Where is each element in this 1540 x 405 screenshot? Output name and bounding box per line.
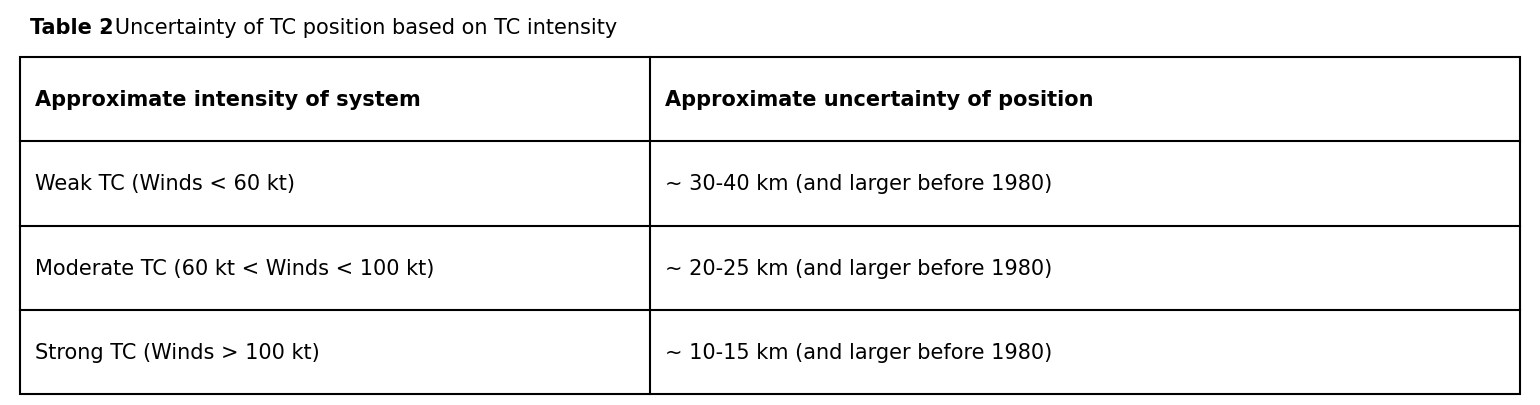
Text: Weak TC (Winds < 60 kt): Weak TC (Winds < 60 kt) bbox=[35, 174, 296, 194]
Text: Table 2: Table 2 bbox=[29, 18, 114, 38]
Text: - Uncertainty of TC position based on TC intensity: - Uncertainty of TC position based on TC… bbox=[94, 18, 618, 38]
Text: Approximate uncertainty of position: Approximate uncertainty of position bbox=[665, 90, 1093, 110]
Text: ~ 30-40 km (and larger before 1980): ~ 30-40 km (and larger before 1980) bbox=[665, 174, 1052, 194]
Text: ~ 20-25 km (and larger before 1980): ~ 20-25 km (and larger before 1980) bbox=[665, 258, 1052, 278]
Text: Approximate intensity of system: Approximate intensity of system bbox=[35, 90, 420, 110]
Text: ~ 10-15 km (and larger before 1980): ~ 10-15 km (and larger before 1980) bbox=[665, 342, 1052, 362]
Text: Strong TC (Winds > 100 kt): Strong TC (Winds > 100 kt) bbox=[35, 342, 320, 362]
Text: Moderate TC (60 kt < Winds < 100 kt): Moderate TC (60 kt < Winds < 100 kt) bbox=[35, 258, 434, 278]
Bar bbox=[20, 58, 1520, 394]
